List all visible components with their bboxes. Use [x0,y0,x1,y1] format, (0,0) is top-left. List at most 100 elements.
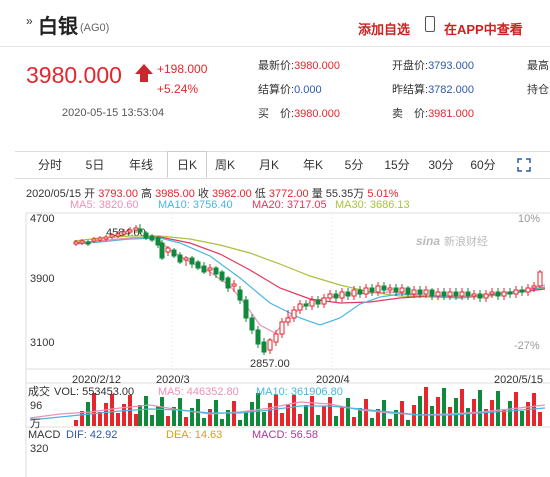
volume-bar [406,420,410,426]
candle [381,285,387,291]
candle [103,236,109,240]
volume-bar [226,410,230,426]
ask-price-field: 卖 价:3981.000 [392,108,474,120]
y-tick-3100: 3100 [30,337,54,349]
candle [489,291,495,295]
candle [85,241,91,245]
tab-year-line[interactable]: 年线 [128,158,153,172]
candle [501,291,507,297]
candle [477,293,483,299]
y-tick-3900: 3900 [30,273,54,285]
add-favorite-button[interactable]: 添加自选 [358,22,411,37]
fullscreen-icon[interactable] [517,158,531,172]
tab-30min[interactable]: 30分 [428,158,454,172]
volume-bar [328,397,332,426]
volume-bar [454,398,458,426]
candle [165,247,171,253]
candle [303,303,309,307]
tab-year-k[interactable]: 年K [302,158,323,172]
candle [375,285,381,293]
volume-bar [144,396,148,426]
volume-bar [268,403,272,426]
candle [133,227,139,231]
volume-bar [460,389,464,426]
candle [447,291,453,297]
watermark: 新浪财经 [444,234,488,248]
tab-month-k[interactable]: 月K [258,158,279,172]
candle [309,299,315,307]
tab-day-k[interactable]: 日K [167,151,207,178]
candle [291,309,297,319]
y-tick-4700: 4700 [30,213,54,225]
volume-bar [80,411,84,426]
tab-60min[interactable]: 60分 [470,158,496,172]
volume-bar [156,406,160,426]
volume-bar [340,407,344,426]
ma10-legend: MA10: 3756.40 [158,199,233,211]
candle [127,229,133,233]
volume-bar [310,396,314,426]
volume-bar [150,415,154,426]
volume-bar [74,420,78,426]
volume-bar [370,418,374,426]
volume-bar [250,402,254,426]
volume-bar [538,412,542,426]
candle [315,299,321,305]
volume-bar [280,413,284,426]
volume-bar [104,403,108,426]
volume-bar [514,392,518,426]
tab-minute[interactable]: 分时 [37,158,62,172]
candle [255,329,261,345]
candle [73,241,79,245]
tab-5min[interactable]: 5分 [344,158,364,172]
volume-bar [122,404,126,426]
volume-bar [490,400,494,426]
volume-bar [138,405,142,426]
volume-bar [160,397,164,426]
volume-bar [190,408,194,426]
candle [465,291,471,297]
x-tick-3: 2020/4 [316,374,350,386]
candle [321,297,327,305]
phone-icon[interactable] [425,16,435,32]
kline-info: 2020/05/15 开 3793.00 高 3985.00 收 3982.00… [26,188,399,200]
price-change: +198.000 [157,62,208,76]
x-tick-1: 2020/2/12 [72,374,121,386]
candle [177,254,183,263]
volume-ma [29,401,546,421]
period-tabs: 分时 5日 年线 日K 周K 月K 年K 5分 15分 30分 60分 [15,151,550,179]
candle [121,231,127,235]
candle [327,293,333,299]
candle [231,283,237,287]
volume-bar [178,398,182,426]
tab-15min[interactable]: 15分 [384,158,410,172]
vol-text: VOL: 553453.00 [54,386,134,398]
candle [459,291,465,297]
candle [507,291,513,295]
current-price: 3980.000 [26,62,122,88]
tab-week-k[interactable]: 周K [214,158,235,172]
volume-bar [448,407,452,426]
volume-bar [304,405,308,426]
tab-5day[interactable]: 5日 [85,158,105,172]
volume-bar [110,394,114,426]
macd-label: MACD [28,429,60,441]
watermark-logo: sina [416,234,440,248]
candle [429,289,435,297]
dif-text: DIF: 42.92 [66,429,117,441]
candle [213,267,219,275]
view-in-app-button[interactable]: 在APP中查看 [444,22,523,37]
volume-bar [286,404,290,426]
candle [537,271,543,287]
volume-bar [526,402,530,426]
volume-bars [74,387,542,426]
candle [189,257,195,265]
volume-bar [376,409,380,426]
candle [149,235,155,241]
candle [513,289,519,295]
candle [159,242,165,259]
volume-bar [484,409,488,426]
volume-bar [244,411,248,426]
vol-unit: 万 [30,418,41,430]
volume-bar [208,409,212,426]
